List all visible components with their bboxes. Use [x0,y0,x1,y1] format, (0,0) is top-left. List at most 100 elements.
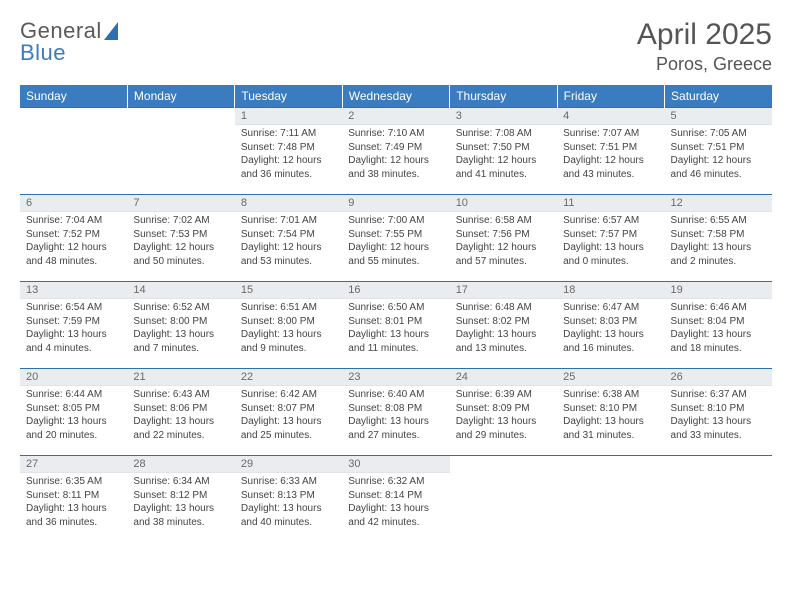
day-number: 28 [127,456,234,473]
calendar-cell: 3Sunrise: 7:08 AMSunset: 7:50 PMDaylight… [450,108,557,195]
calendar-cell: 30Sunrise: 6:32 AMSunset: 8:14 PMDayligh… [342,456,449,543]
calendar-cell: 23Sunrise: 6:40 AMSunset: 8:08 PMDayligh… [342,369,449,456]
calendar-cell: 26Sunrise: 6:37 AMSunset: 8:10 PMDayligh… [665,369,772,456]
day-content: Sunrise: 6:32 AMSunset: 8:14 PMDaylight:… [342,473,449,533]
day-content: Sunrise: 7:05 AMSunset: 7:51 PMDaylight:… [665,125,772,185]
day-content: Sunrise: 7:01 AMSunset: 7:54 PMDaylight:… [235,212,342,272]
day-number: 22 [235,369,342,386]
calendar-cell: 9Sunrise: 7:00 AMSunset: 7:55 PMDaylight… [342,195,449,282]
day-number: 23 [342,369,449,386]
day-header: Wednesday [342,85,449,108]
day-number: 11 [557,195,664,212]
calendar-row: 6Sunrise: 7:04 AMSunset: 7:52 PMDaylight… [20,195,772,282]
calendar-cell: 29Sunrise: 6:33 AMSunset: 8:13 PMDayligh… [235,456,342,543]
day-number: 7 [127,195,234,212]
day-number: 30 [342,456,449,473]
calendar-page: General Blue April 2025 Poros, Greece Su… [0,0,792,612]
calendar-cell: 25Sunrise: 6:38 AMSunset: 8:10 PMDayligh… [557,369,664,456]
calendar-cell: 20Sunrise: 6:44 AMSunset: 8:05 PMDayligh… [20,369,127,456]
calendar-row: 27Sunrise: 6:35 AMSunset: 8:11 PMDayligh… [20,456,772,543]
calendar-body: 1Sunrise: 7:11 AMSunset: 7:48 PMDaylight… [20,108,772,543]
day-number: 2 [342,108,449,125]
day-number: 17 [450,282,557,299]
calendar-grid: SundayMondayTuesdayWednesdayThursdayFrid… [20,85,772,542]
calendar-cell: 16Sunrise: 6:50 AMSunset: 8:01 PMDayligh… [342,282,449,369]
calendar-cell: 6Sunrise: 7:04 AMSunset: 7:52 PMDaylight… [20,195,127,282]
calendar-row: 13Sunrise: 6:54 AMSunset: 7:59 PMDayligh… [20,282,772,369]
day-number: 20 [20,369,127,386]
day-content: Sunrise: 6:54 AMSunset: 7:59 PMDaylight:… [20,299,127,359]
calendar-cell [450,456,557,543]
day-content: Sunrise: 6:46 AMSunset: 8:04 PMDaylight:… [665,299,772,359]
header: General Blue April 2025 Poros, Greece [20,18,772,75]
calendar-cell: 17Sunrise: 6:48 AMSunset: 8:02 PMDayligh… [450,282,557,369]
day-number: 21 [127,369,234,386]
calendar-cell: 22Sunrise: 6:42 AMSunset: 8:07 PMDayligh… [235,369,342,456]
calendar-cell: 2Sunrise: 7:10 AMSunset: 7:49 PMDaylight… [342,108,449,195]
calendar-row: 20Sunrise: 6:44 AMSunset: 8:05 PMDayligh… [20,369,772,456]
day-content: Sunrise: 7:10 AMSunset: 7:49 PMDaylight:… [342,125,449,185]
calendar-cell: 12Sunrise: 6:55 AMSunset: 7:58 PMDayligh… [665,195,772,282]
calendar-cell: 15Sunrise: 6:51 AMSunset: 8:00 PMDayligh… [235,282,342,369]
calendar-row: 1Sunrise: 7:11 AMSunset: 7:48 PMDaylight… [20,108,772,195]
day-number: 13 [20,282,127,299]
day-content: Sunrise: 6:42 AMSunset: 8:07 PMDaylight:… [235,386,342,446]
logo-text-block: General Blue [20,18,118,66]
calendar-cell: 24Sunrise: 6:39 AMSunset: 8:09 PMDayligh… [450,369,557,456]
day-header: Tuesday [235,85,342,108]
day-header: Thursday [450,85,557,108]
day-content: Sunrise: 6:51 AMSunset: 8:00 PMDaylight:… [235,299,342,359]
day-header: Monday [127,85,234,108]
calendar-cell [127,108,234,195]
day-content: Sunrise: 7:00 AMSunset: 7:55 PMDaylight:… [342,212,449,272]
day-content: Sunrise: 6:50 AMSunset: 8:01 PMDaylight:… [342,299,449,359]
day-header: Saturday [665,85,772,108]
day-number: 25 [557,369,664,386]
day-header-row: SundayMondayTuesdayWednesdayThursdayFrid… [20,85,772,108]
day-content: Sunrise: 6:52 AMSunset: 8:00 PMDaylight:… [127,299,234,359]
day-content: Sunrise: 6:35 AMSunset: 8:11 PMDaylight:… [20,473,127,533]
day-number: 4 [557,108,664,125]
day-content: Sunrise: 7:07 AMSunset: 7:51 PMDaylight:… [557,125,664,185]
day-number: 9 [342,195,449,212]
calendar-cell: 1Sunrise: 7:11 AMSunset: 7:48 PMDaylight… [235,108,342,195]
day-number: 14 [127,282,234,299]
day-content: Sunrise: 6:57 AMSunset: 7:57 PMDaylight:… [557,212,664,272]
day-content: Sunrise: 6:58 AMSunset: 7:56 PMDaylight:… [450,212,557,272]
day-content: Sunrise: 7:04 AMSunset: 7:52 PMDaylight:… [20,212,127,272]
calendar-cell: 21Sunrise: 6:43 AMSunset: 8:06 PMDayligh… [127,369,234,456]
day-number: 18 [557,282,664,299]
calendar-cell: 4Sunrise: 7:07 AMSunset: 7:51 PMDaylight… [557,108,664,195]
day-content: Sunrise: 6:33 AMSunset: 8:13 PMDaylight:… [235,473,342,533]
calendar-cell: 10Sunrise: 6:58 AMSunset: 7:56 PMDayligh… [450,195,557,282]
day-number: 8 [235,195,342,212]
day-number: 29 [235,456,342,473]
day-number: 19 [665,282,772,299]
calendar-cell: 5Sunrise: 7:05 AMSunset: 7:51 PMDaylight… [665,108,772,195]
sail-icon [104,22,118,40]
day-content: Sunrise: 6:39 AMSunset: 8:09 PMDaylight:… [450,386,557,446]
day-number: 27 [20,456,127,473]
calendar-cell: 8Sunrise: 7:01 AMSunset: 7:54 PMDaylight… [235,195,342,282]
calendar-cell: 28Sunrise: 6:34 AMSunset: 8:12 PMDayligh… [127,456,234,543]
calendar-head: SundayMondayTuesdayWednesdayThursdayFrid… [20,85,772,108]
calendar-cell [665,456,772,543]
calendar-cell: 27Sunrise: 6:35 AMSunset: 8:11 PMDayligh… [20,456,127,543]
day-content: Sunrise: 6:55 AMSunset: 7:58 PMDaylight:… [665,212,772,272]
day-content: Sunrise: 7:11 AMSunset: 7:48 PMDaylight:… [235,125,342,185]
day-content: Sunrise: 7:08 AMSunset: 7:50 PMDaylight:… [450,125,557,185]
day-header: Friday [557,85,664,108]
day-number: 16 [342,282,449,299]
day-number: 26 [665,369,772,386]
calendar-cell [557,456,664,543]
day-header: Sunday [20,85,127,108]
calendar-cell [20,108,127,195]
calendar-cell: 14Sunrise: 6:52 AMSunset: 8:00 PMDayligh… [127,282,234,369]
day-content: Sunrise: 6:34 AMSunset: 8:12 PMDaylight:… [127,473,234,533]
day-number: 15 [235,282,342,299]
day-number: 5 [665,108,772,125]
calendar-cell: 19Sunrise: 6:46 AMSunset: 8:04 PMDayligh… [665,282,772,369]
day-number: 6 [20,195,127,212]
day-content: Sunrise: 6:48 AMSunset: 8:02 PMDaylight:… [450,299,557,359]
day-content: Sunrise: 6:38 AMSunset: 8:10 PMDaylight:… [557,386,664,446]
